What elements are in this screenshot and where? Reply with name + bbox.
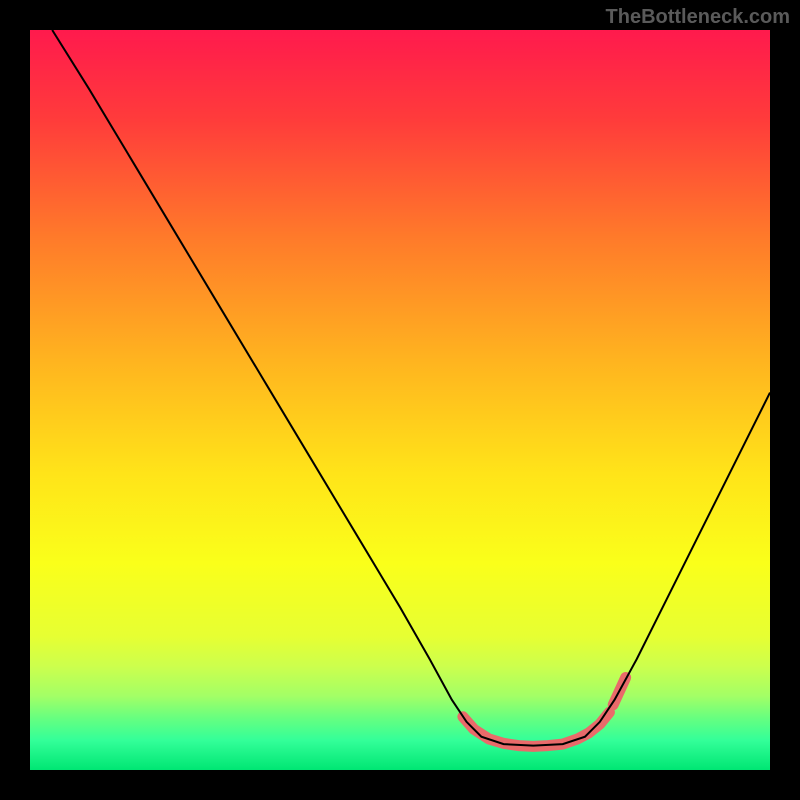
gradient-background [30,30,770,770]
bottleneck-curve-chart [0,0,800,800]
watermark-text: TheBottleneck.com [606,6,790,29]
chart-container: TheBottleneck.com [0,0,800,800]
